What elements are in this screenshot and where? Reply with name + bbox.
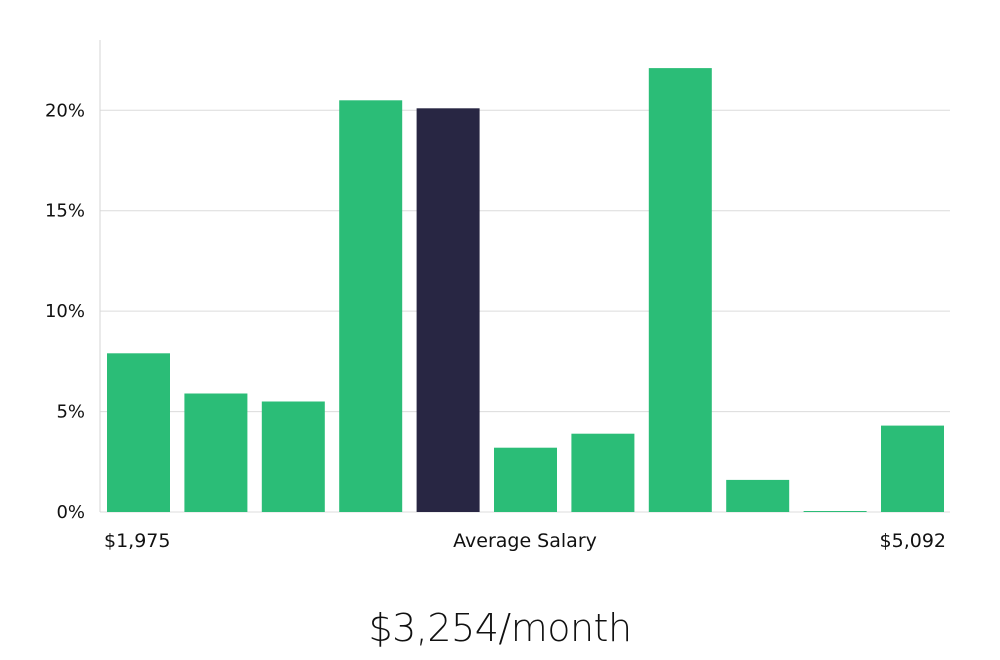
y-tick-label: 10% — [45, 301, 85, 322]
y-tick-label: 0% — [56, 502, 85, 523]
y-axis-ticks: 0% 5% 10% 15% 20% — [45, 100, 85, 523]
salary-distribution-chart: 0% 5% 10% 15% 20% $1,975 Average Salary $5,0… — [45, 40, 950, 552]
y-tick-label: 15% — [45, 201, 85, 222]
bar — [261, 401, 325, 512]
average-salary-value: $3,254/month — [368, 606, 632, 650]
bar — [494, 447, 557, 512]
bar — [648, 68, 712, 512]
y-tick-label: 20% — [45, 100, 85, 121]
y-tick-label: 5% — [56, 402, 85, 423]
bar — [881, 425, 944, 512]
x-min-label: $1,975 — [104, 530, 170, 552]
x-center-label: Average Salary — [453, 530, 597, 552]
x-max-label: $5,092 — [880, 530, 946, 552]
bar — [184, 393, 248, 512]
bar — [107, 353, 170, 512]
bar — [803, 511, 867, 512]
bar — [571, 433, 635, 512]
bar — [339, 100, 403, 513]
bar-average-salary — [416, 108, 480, 513]
bar — [726, 479, 790, 512]
bars — [107, 68, 944, 513]
